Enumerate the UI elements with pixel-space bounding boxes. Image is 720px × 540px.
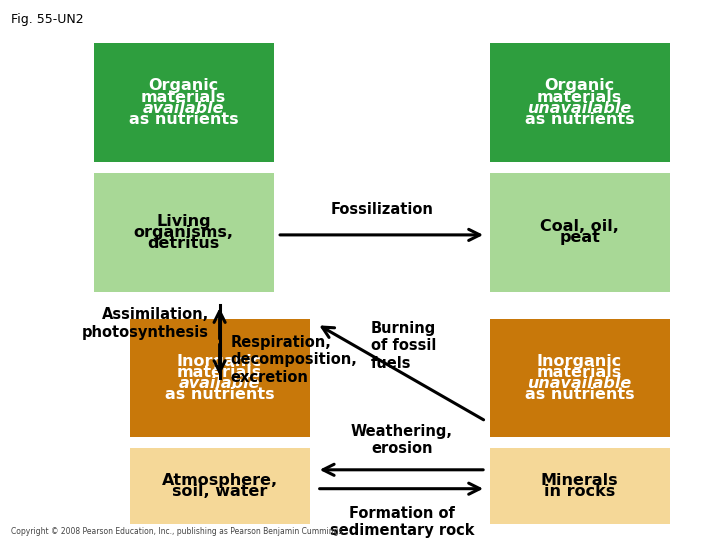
FancyBboxPatch shape: [130, 319, 310, 437]
FancyBboxPatch shape: [130, 448, 310, 524]
Text: Respiration,
decomposition,
excretion: Respiration, decomposition, excretion: [230, 335, 357, 384]
FancyBboxPatch shape: [94, 43, 274, 162]
Text: Minerals: Minerals: [541, 473, 618, 488]
Text: as nutrients: as nutrients: [165, 387, 274, 402]
FancyBboxPatch shape: [490, 43, 670, 162]
Text: as nutrients: as nutrients: [525, 387, 634, 402]
Text: as nutrients: as nutrients: [525, 112, 634, 127]
FancyBboxPatch shape: [490, 173, 670, 292]
Text: Atmosphere,: Atmosphere,: [161, 473, 278, 488]
Text: unavailable: unavailable: [528, 100, 631, 116]
Text: materials: materials: [177, 365, 262, 380]
Text: materials: materials: [141, 90, 226, 105]
FancyBboxPatch shape: [490, 448, 670, 524]
Text: Assimilation,
photosynthesis: Assimilation, photosynthesis: [82, 307, 209, 340]
Text: Organic: Organic: [544, 78, 615, 93]
Text: available: available: [143, 100, 225, 116]
Text: detritus: detritus: [148, 236, 220, 251]
Text: Formation of
sedimentary rock: Formation of sedimentary rock: [330, 506, 474, 538]
Text: Fig. 55-UN2: Fig. 55-UN2: [11, 14, 84, 26]
Text: materials: materials: [537, 90, 622, 105]
Text: organisms,: organisms,: [134, 225, 233, 240]
Text: materials: materials: [537, 365, 622, 380]
Text: Burning
of fossil
fuels: Burning of fossil fuels: [371, 321, 436, 370]
Text: peat: peat: [559, 230, 600, 245]
Text: in rocks: in rocks: [544, 484, 615, 499]
FancyBboxPatch shape: [490, 319, 670, 437]
Text: Copyright © 2008 Pearson Education, Inc., publishing as Pearson Benjamin Cumming: Copyright © 2008 Pearson Education, Inc.…: [11, 526, 345, 536]
Text: available: available: [179, 376, 261, 391]
Text: Inorganic: Inorganic: [177, 354, 262, 369]
Text: Living: Living: [156, 214, 211, 228]
Text: unavailable: unavailable: [528, 376, 631, 391]
Text: soil, water: soil, water: [172, 484, 267, 499]
Text: Organic: Organic: [148, 78, 219, 93]
Text: Fossilization: Fossilization: [330, 202, 433, 217]
Text: Coal, oil,: Coal, oil,: [540, 219, 619, 234]
Text: Weathering,
erosion: Weathering, erosion: [351, 424, 453, 456]
FancyBboxPatch shape: [94, 173, 274, 292]
Text: Inorganic: Inorganic: [537, 354, 622, 369]
Text: as nutrients: as nutrients: [129, 112, 238, 127]
